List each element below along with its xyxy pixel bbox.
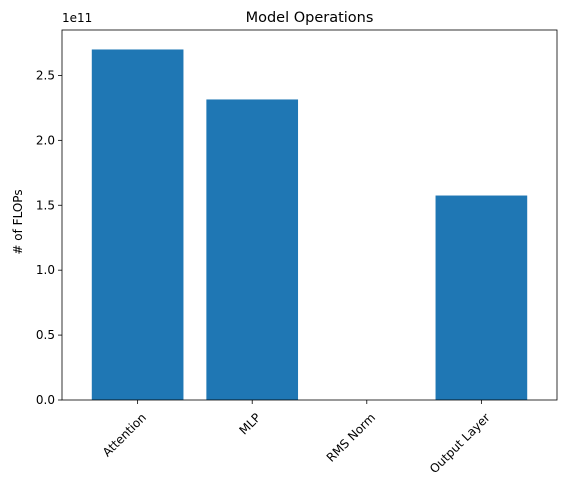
bar-attention	[91, 49, 184, 400]
x-tick-label: Attention	[100, 410, 149, 459]
y-tick-label: 0.5	[36, 328, 55, 342]
y-tick-label: 2.0	[36, 133, 55, 147]
x-tick-label: MLP	[236, 410, 263, 437]
bars-layer	[91, 49, 528, 400]
y-tick-label: 0.0	[36, 393, 55, 407]
plot-frame	[61, 29, 558, 401]
bar-output-layer	[435, 195, 528, 400]
chart-title: Model Operations	[246, 10, 374, 26]
y-tick-label: 2.5	[36, 68, 55, 82]
x-tick-label: RMS Norm	[324, 410, 378, 464]
y-axis-offset-label: 1e11	[62, 11, 92, 25]
y-tick-label: 1.5	[36, 198, 55, 212]
x-tick-label: Output Layer	[427, 410, 493, 476]
y-axis-label: # of FLOPs	[11, 189, 25, 254]
y-tick-label: 1.0	[36, 263, 55, 277]
bar-mlp	[206, 99, 299, 400]
